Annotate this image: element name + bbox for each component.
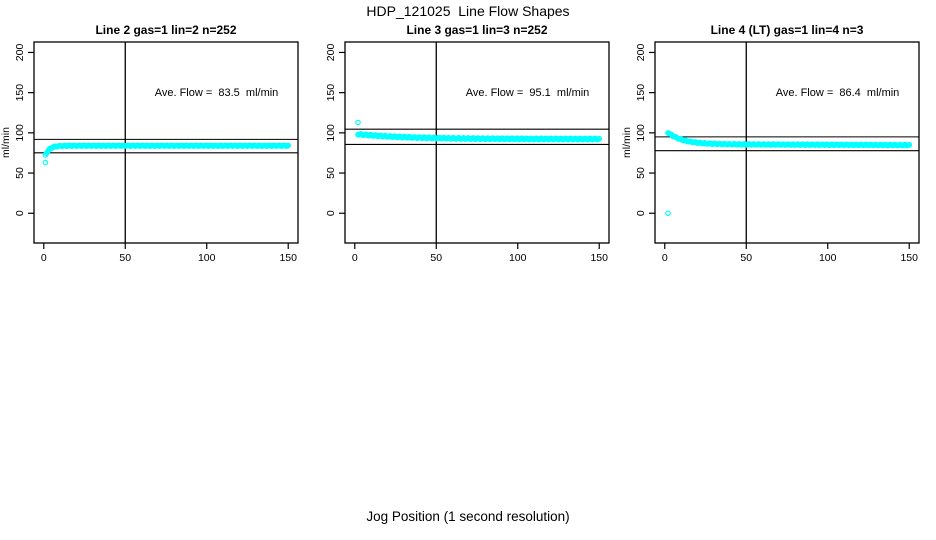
data-point [906,141,913,148]
x-tick-label: 100 [509,252,527,264]
y-tick-label: 150 [14,84,26,102]
panel-title-line3: Line 3 gas=1 lin=3 n=252 [406,23,548,37]
y-tick-label: 150 [635,84,647,102]
y-tick-label: 50 [14,167,26,179]
plot-box [33,41,299,244]
y-tick-label: 100 [14,124,26,142]
y-tick-label: 100 [325,124,337,142]
y-tick-label: 0 [635,210,647,216]
y-tick-label: 50 [325,167,337,179]
x-tick-label: 150 [279,252,297,264]
y-tick-label: 100 [635,124,647,142]
y-axis-title: ml/min [0,127,12,158]
x-tick-label: 50 [740,252,752,264]
x-tick-label: 0 [41,252,47,264]
outlier-point [665,210,671,217]
x-tick-label: 100 [819,252,837,264]
x-axis-label: Jog Position (1 second resolution) [366,509,570,524]
outlier-point [42,159,49,166]
ave-flow-annotation: Ave. Flow = 83.5 ml/min [155,87,279,99]
y-tick-label: 200 [14,44,26,62]
x-tick-label: 100 [198,252,216,264]
x-tick-label: 150 [590,252,608,264]
y-tick-label: 0 [325,210,337,216]
y-tick-label: 0 [14,210,26,216]
x-tick-label: 150 [900,252,918,264]
figure-title: HDP_121025 Line Flow Shapes [366,3,570,19]
plot-box [654,41,920,244]
x-tick-label: 0 [662,252,668,264]
y-tick-label: 150 [325,84,337,102]
data-point [596,135,603,142]
panel-title-line4: Line 4 (LT) gas=1 lin=4 n=3 [710,23,864,37]
data-point [285,142,292,149]
ave-flow-annotation: Ave. Flow = 95.1 ml/min [466,87,590,99]
x-tick-label: 0 [352,252,358,264]
y-tick-label: 200 [325,44,337,62]
y-tick-label: 50 [635,167,647,179]
panel-title-line2: Line 2 gas=1 lin=2 n=252 [95,23,237,37]
y-axis-title: ml/min [621,127,633,158]
plot-box [344,41,610,244]
outlier-point [355,119,361,126]
ave-flow-annotation: Ave. Flow = 86.4 ml/min [776,87,900,99]
y-tick-label: 200 [635,44,647,62]
x-tick-label: 50 [119,252,131,264]
x-tick-label: 50 [430,252,442,264]
